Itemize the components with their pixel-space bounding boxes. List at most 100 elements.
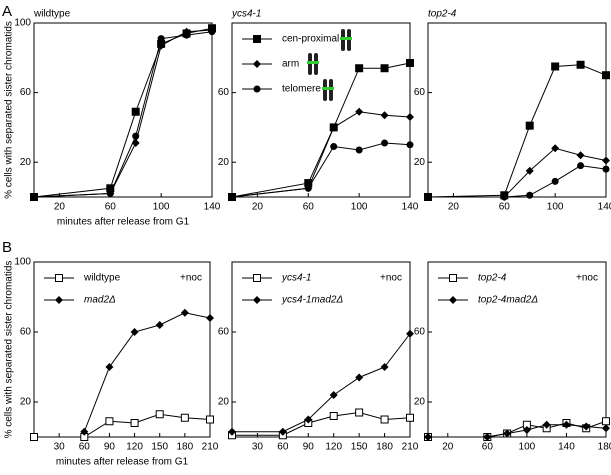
x-tick-label: 60	[482, 442, 494, 453]
series-line	[428, 420, 607, 438]
legend-label: ycs4-1mad2Δ	[281, 295, 343, 306]
series-line	[427, 64, 607, 198]
series-line	[33, 31, 213, 198]
legend-marker	[253, 85, 261, 93]
marker	[355, 64, 364, 73]
marker	[406, 112, 414, 121]
series-line	[33, 29, 213, 198]
marker	[355, 408, 364, 417]
marker	[105, 417, 114, 426]
x-tick-label: 60	[277, 442, 289, 453]
series-line	[428, 165, 607, 198]
y-tick-label: 60	[20, 87, 32, 98]
x-tick-label: 60	[79, 442, 91, 453]
plot-frame	[231, 22, 411, 198]
y-axis-label: % cells with separated sister chromatids	[4, 21, 15, 199]
marker	[157, 35, 165, 43]
x-tick-label: 20	[252, 202, 264, 213]
series-line	[231, 142, 411, 198]
annotation: +noc	[380, 273, 402, 284]
marker	[278, 427, 287, 436]
y-tick-label: 20	[20, 397, 32, 408]
marker	[105, 363, 114, 371]
marker	[355, 107, 364, 116]
x-tick-label: 60	[105, 202, 117, 213]
marker	[576, 60, 585, 69]
x-tick-label: 100	[153, 202, 170, 213]
y-tick-label: 60	[218, 87, 230, 98]
marker	[130, 419, 139, 427]
panel-title: ycs4-1	[231, 9, 261, 20]
x-tick-label: 180	[376, 442, 393, 453]
x-tick-label: 20	[448, 202, 460, 213]
x-tick-label: 90	[104, 442, 116, 453]
marker	[424, 433, 432, 441]
y-tick-label: 60	[414, 87, 426, 98]
y-tick-label: 60	[218, 327, 230, 338]
marker	[304, 415, 313, 424]
x-tick-label: 100	[351, 202, 368, 213]
marker	[132, 132, 140, 140]
x-tick-label: 180	[598, 442, 611, 453]
panel-title: wildtype	[33, 9, 71, 20]
marker	[602, 71, 610, 80]
y-tick-label: 100	[14, 18, 31, 29]
marker	[525, 166, 534, 175]
x-tick-label: 150	[351, 442, 368, 453]
legend-marker	[55, 296, 63, 304]
x-tick-label: 140	[558, 442, 575, 453]
y-tick-label: 60	[20, 327, 32, 338]
marker	[131, 107, 140, 116]
x-tick-label: 150	[151, 442, 168, 453]
marker	[380, 363, 389, 371]
plot-frame	[33, 261, 211, 438]
chromosome-mark	[322, 87, 334, 90]
marker	[602, 156, 610, 165]
legend-label: top2-4mad2Δ	[478, 295, 538, 306]
marker	[304, 184, 312, 192]
plot-frame	[231, 261, 411, 438]
marker	[424, 193, 432, 201]
marker	[577, 162, 585, 170]
x-tick-label: 60	[499, 202, 511, 213]
legend-label: telomere	[282, 84, 321, 95]
marker	[526, 191, 534, 199]
series-line	[33, 27, 213, 198]
plot-frame	[33, 22, 213, 198]
marker	[206, 314, 214, 322]
panel-label: B	[2, 239, 12, 256]
x-tick-label: 30	[54, 442, 66, 453]
marker	[183, 31, 191, 39]
x-tick-label: 100	[547, 202, 564, 213]
marker	[602, 424, 610, 433]
y-tick-label: 20	[20, 157, 32, 168]
marker	[206, 415, 214, 424]
x-axis-label: minutes after release from G1	[56, 457, 189, 468]
legend-label: arm	[282, 59, 299, 70]
marker	[329, 391, 338, 399]
marker	[355, 146, 363, 154]
marker	[562, 420, 571, 429]
marker	[155, 410, 164, 419]
legend-marker	[449, 274, 457, 282]
x-tick-label: 210	[202, 442, 219, 453]
x-tick-label: 30	[252, 442, 264, 453]
y-tick-label: 60	[414, 327, 426, 338]
marker	[380, 111, 389, 120]
marker	[30, 433, 38, 441]
marker	[406, 59, 414, 68]
annotation: +noc	[180, 273, 202, 284]
marker	[228, 427, 236, 436]
plot-frame	[427, 261, 607, 438]
marker	[503, 429, 512, 438]
x-tick-label: 120	[325, 442, 342, 453]
marker	[329, 123, 338, 132]
marker	[180, 413, 189, 422]
chromosome-mark	[340, 37, 352, 40]
marker	[130, 328, 139, 336]
marker	[576, 151, 585, 160]
marker	[228, 193, 236, 201]
x-tick-label: 140	[204, 202, 221, 213]
legend-label: mad2Δ	[84, 295, 116, 306]
panel-title: top2-4	[428, 9, 457, 20]
